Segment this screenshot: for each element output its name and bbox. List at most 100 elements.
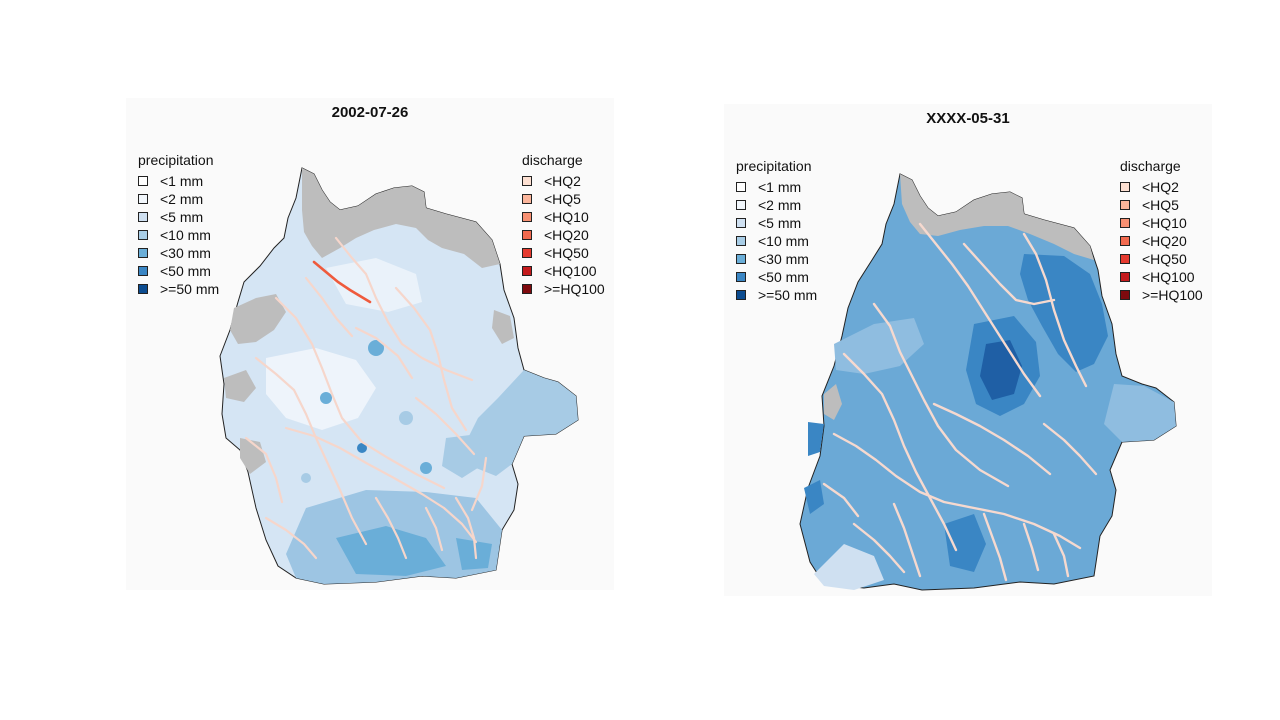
region-nodata: [492, 310, 514, 344]
discharge-legend-title: discharge: [1120, 158, 1181, 174]
legend-label: <HQ20: [544, 227, 589, 243]
region-nodata: [824, 384, 842, 420]
panel-title-right: XXXX-05-31: [926, 110, 1010, 127]
legend-row: <HQ20: [1120, 232, 1203, 250]
legend-row: <HQ50: [1120, 250, 1203, 268]
legend-row: <30 mm: [736, 250, 817, 268]
legend-row: <10 mm: [138, 226, 219, 244]
legend-swatch: [138, 284, 148, 294]
legend-row: <1 mm: [138, 172, 219, 190]
legend-label: <50 mm: [160, 263, 211, 279]
legend-label: <HQ2: [544, 173, 581, 189]
precipitation-legend-title: precipitation: [138, 152, 214, 168]
river-highlight: [312, 260, 372, 304]
legend-swatch: [138, 212, 148, 222]
germany-map-left: [219, 167, 579, 585]
legend-row: <2 mm: [138, 190, 219, 208]
legend-label: <1 mm: [160, 173, 204, 189]
legend-row: <HQ5: [522, 190, 605, 208]
legend-row: >=50 mm: [138, 280, 219, 298]
legend-row: <HQ2: [522, 172, 605, 190]
legend-row: <HQ5: [1120, 196, 1203, 214]
discharge-legend-right: discharge <HQ2 <HQ5 <HQ10 <HQ20 <HQ50 <H…: [1120, 158, 1203, 304]
map-panel-right: XXXX-05-31 precipitation <1 mm <2 mm <5 …: [724, 104, 1212, 596]
legend-label: <30 mm: [758, 251, 809, 267]
legend-label: <5 mm: [160, 209, 204, 225]
legend-row: <2 mm: [736, 196, 817, 214]
legend-label: >=HQ100: [1142, 287, 1203, 303]
legend-label: >=50 mm: [758, 287, 818, 303]
region-lt10: [442, 434, 484, 478]
region-nodata: [302, 168, 500, 268]
region-spot: [399, 411, 413, 425]
legend-label: <10 mm: [758, 233, 809, 249]
legend-swatch: [1120, 254, 1130, 264]
region-lt10: [466, 370, 578, 476]
legend-swatch: [522, 176, 532, 186]
legend-row: <HQ10: [522, 208, 605, 226]
legend-row: >=HQ100: [1120, 286, 1203, 304]
region-spot: [368, 340, 384, 356]
legend-label: >=HQ100: [544, 281, 605, 297]
legend-swatch: [1120, 182, 1130, 192]
legend-swatch: [138, 248, 148, 258]
region-lt5: [814, 544, 884, 590]
legend-swatch: [522, 266, 532, 276]
germany-map-right: [799, 173, 1177, 591]
legend-swatch: [1120, 236, 1130, 246]
legend-swatch: [522, 212, 532, 222]
legend-label: <HQ10: [544, 209, 589, 225]
river-network: [244, 236, 488, 560]
region-spot: [420, 462, 432, 474]
legend-label: <HQ10: [1142, 215, 1187, 231]
legend-label: <HQ5: [544, 191, 581, 207]
legend-row: >=50 mm: [736, 286, 817, 304]
legend-swatch: [736, 290, 746, 300]
legend-row: <HQ2: [1120, 178, 1203, 196]
legend-swatch: [736, 272, 746, 282]
legend-label: <50 mm: [758, 269, 809, 285]
region-lt2: [326, 258, 422, 312]
legend-row: <HQ50: [522, 244, 605, 262]
legend-swatch: [138, 230, 148, 240]
legend-label: <10 mm: [160, 227, 211, 243]
legend-swatch: [522, 284, 532, 294]
river-network: [822, 222, 1098, 582]
legend-row: <HQ100: [522, 262, 605, 280]
legend-label: <HQ20: [1142, 233, 1187, 249]
map-panel-left: 2002-07-26 precipitation <1 mm <2 mm <5 …: [126, 98, 614, 590]
region-spot: [301, 473, 311, 483]
region-nodata: [224, 370, 256, 402]
region-spot: [357, 443, 367, 453]
legend-label: <HQ50: [544, 245, 589, 261]
legend-label: <1 mm: [758, 179, 802, 195]
region-lt50: [808, 422, 824, 456]
legend-swatch: [736, 236, 746, 246]
legend-swatch: [736, 200, 746, 210]
legend-label: <HQ50: [1142, 251, 1187, 267]
legend-label: <HQ5: [1142, 197, 1179, 213]
legend-swatch: [1120, 200, 1130, 210]
legend-row: <5 mm: [138, 208, 219, 226]
legend-label: <5 mm: [758, 215, 802, 231]
precipitation-legend-right: precipitation <1 mm <2 mm <5 mm <10 mm <…: [736, 158, 817, 304]
legend-row: <50 mm: [138, 262, 219, 280]
legend-row: <10 mm: [736, 232, 817, 250]
legend-swatch: [1120, 272, 1130, 282]
region-nodata: [900, 174, 1094, 260]
legend-swatch: [736, 218, 746, 228]
region-lt50: [944, 514, 986, 572]
legend-row: <5 mm: [736, 214, 817, 232]
legend-row: >=HQ100: [522, 280, 605, 298]
region-lt2: [266, 348, 376, 430]
legend-swatch: [138, 194, 148, 204]
legend-swatch: [1120, 218, 1130, 228]
legend-swatch: [138, 176, 148, 186]
precipitation-legend-title: precipitation: [736, 158, 812, 174]
legend-row: <30 mm: [138, 244, 219, 262]
discharge-legend-title: discharge: [522, 152, 583, 168]
legend-row: <HQ10: [1120, 214, 1203, 232]
legend-label: <HQ100: [544, 263, 597, 279]
region-lt50: [804, 480, 824, 514]
legend-swatch: [138, 266, 148, 276]
